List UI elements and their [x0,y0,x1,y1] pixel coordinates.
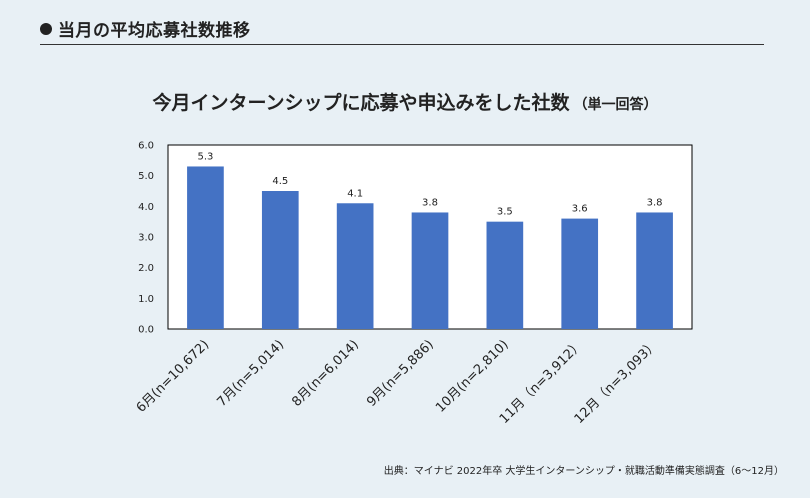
section-title: 当月の平均応募社数推移 [58,21,251,41]
data-label: 3.5 [497,207,513,218]
data-label: 4.1 [347,188,363,199]
y-tick-label: 2.0 [138,263,154,274]
bullet-icon [40,23,52,35]
bar [636,212,673,329]
bar [336,203,374,329]
bar [261,191,299,329]
data-label: 4.5 [272,176,288,187]
bar [411,212,449,329]
chart-title-main: 今月インターンシップに応募や申込みをした社数 [152,92,570,114]
chart-title-sub: （単一回答） [573,97,658,113]
x-tick-label: 8月(n=6,014) [289,337,362,410]
y-tick-label: 5.0 [138,171,154,182]
bar [561,218,599,329]
data-label: 3.6 [572,204,588,215]
section-header: 当月の平均応募社数推移 [40,14,764,45]
chart-title: 今月インターンシップに応募や申込みをした社数 （単一回答） [0,88,810,115]
y-tick-label: 1.0 [138,294,154,305]
bar [486,221,524,329]
x-tick-label: 11月（n=3,912） [497,337,587,427]
data-label: 3.8 [647,197,663,208]
x-tick-label: 10月(n=2,810) [433,337,512,416]
x-tick-label: 7月(n=5,014) [214,337,287,410]
y-tick-label: 6.0 [138,141,154,152]
y-tick-label: 4.0 [138,202,154,213]
y-tick-label: 3.0 [138,233,154,244]
data-label: 3.8 [422,197,438,208]
x-tick-label: 9月(n=5,886) [364,337,437,410]
y-tick-label: 0.0 [138,325,154,336]
source-note: 出典：マイナビ 2022年卒 大学生インターンシップ・就職活動準備実態調査（6～… [383,466,784,477]
x-tick-label: 6月(n=10,672) [134,337,213,416]
bar [187,166,224,329]
data-label: 5.3 [197,151,213,162]
x-tick-label: 12月（n=3,093） [572,337,662,427]
